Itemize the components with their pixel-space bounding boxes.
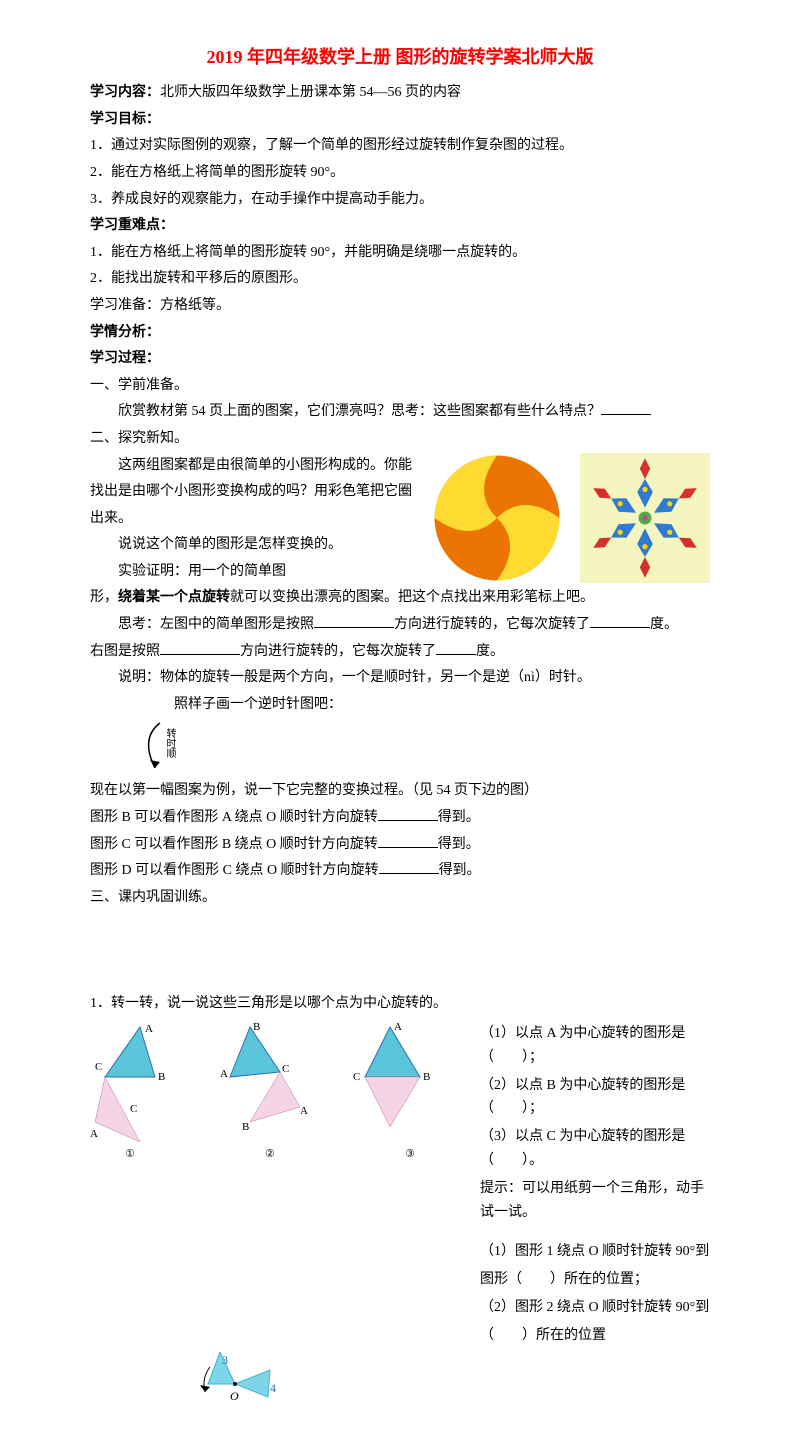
- study-content-label: 学习内容：: [90, 85, 160, 100]
- s2-p6: 说明：物体的旋转一般是两个方向，一个是顺时针，另一个是逆（nì）时针。: [90, 665, 710, 692]
- svg-text:A: A: [300, 1105, 308, 1117]
- study-goal-label: 学习目标：: [90, 107, 710, 134]
- goal-2: 2．能在方格纸上将简单的图形旋转 90°。: [90, 160, 710, 187]
- ex2-q1b: 图形（ ）所在的位置；: [480, 1268, 710, 1292]
- figures: [432, 453, 710, 583]
- blank: [379, 859, 439, 874]
- triangle-1-svg: A B C C A ①: [90, 1022, 200, 1172]
- figure-text: 这两组图案都是由很简单的小图形构成的。你能找出是由哪个小图形变换构成的吗？用彩色…: [90, 453, 422, 586]
- blank: [160, 640, 240, 655]
- triangle-3-svg: A C B ③: [350, 1022, 460, 1172]
- prep-line: 学习准备：方格纸等。: [90, 293, 710, 320]
- arrow-diagram: 转时顺: [130, 718, 710, 778]
- svg-text:B: B: [253, 1022, 260, 1033]
- section-3: 三、课内巩固训练。: [90, 885, 710, 912]
- spacer: [90, 911, 710, 991]
- prep-label: 学习准备：: [90, 298, 160, 313]
- study-hard-label: 学习重难点：: [90, 213, 710, 240]
- gap: [480, 1228, 710, 1236]
- triangle-1: A B C C A ①: [90, 1022, 210, 1352]
- pinwheel-icon: [432, 453, 562, 583]
- s1-body: 欣赏教材第 54 页上面的图案，它们漂亮吗？思考：这些图案都有些什么特点？: [90, 399, 710, 426]
- svg-text:C: C: [282, 1063, 289, 1075]
- study-content: 学习内容：北师大版四年级数学上册课本第 54—56 页的内容: [90, 80, 710, 107]
- study-content-value: 北师大版四年级数学上册课本第 54—56 页的内容: [160, 85, 461, 100]
- prep-value: 方格纸等。: [160, 298, 230, 313]
- s2-p1: 这两组图案都是由很简单的小图形构成的。你能找出是由哪个小图形变换构成的吗？用彩色…: [90, 453, 422, 533]
- s2-p7: 照样子画一个逆时针图吧：: [90, 692, 710, 719]
- process-label: 学习过程：: [90, 346, 710, 373]
- svg-text:A: A: [90, 1128, 98, 1140]
- svg-text:C: C: [353, 1071, 360, 1083]
- blank: [378, 833, 438, 848]
- svg-text:A: A: [220, 1068, 228, 1080]
- blank: [590, 613, 650, 628]
- s2-p4: 思考：左图中的简单图形是按照方向进行旋转的，它每次旋转了度。: [90, 612, 710, 639]
- page-title: 2019 年四年级数学上册 图形的旋转学案北师大版: [90, 40, 710, 74]
- svg-text:A: A: [145, 1023, 153, 1035]
- figure-row: 这两组图案都是由很简单的小图形构成的。你能找出是由哪个小图形变换构成的吗？用彩色…: [90, 453, 710, 586]
- triangle-2-svg: B C A A B ②: [220, 1022, 330, 1172]
- svg-text:B: B: [158, 1071, 165, 1083]
- snowflake-icon: [580, 453, 710, 583]
- s2-p2: 说说这个简单的图形是怎样变换的。: [90, 532, 422, 559]
- s2-l1: 图形 B 可以看作图形 A 绕点 O 顺时针方向旋转得到。: [90, 805, 710, 832]
- s2-l2: 图形 C 可以看作图形 B 绕点 O 顺时针方向旋转得到。: [90, 832, 710, 859]
- ex1-hint: 提示：可以用纸剪一个三角形，动手试一试。: [480, 1177, 710, 1225]
- s2-l3: 图形 D 可以看作图形 C 绕点 O 顺时针方向旋转得到。: [90, 858, 710, 885]
- svg-text:3: 3: [222, 1353, 228, 1367]
- ex2-q2a: （2）图形 2 绕点 O 顺时针旋转 90°到: [480, 1296, 710, 1320]
- svg-text:B: B: [423, 1071, 430, 1083]
- section-1: 一、学前准备。: [90, 373, 710, 400]
- ex1-q3: （3）以点 C 为中心旋转的图形是（ ）。: [480, 1125, 710, 1173]
- clockwise-label: 转时顺: [160, 728, 179, 758]
- blank: [601, 400, 651, 415]
- ex2-q1a: （1）图形 1 绕点 O 顺时针旋转 90°到: [480, 1240, 710, 1264]
- blank: [436, 640, 476, 655]
- hard-2: 2．能找出旋转和平移后的原图形。: [90, 266, 710, 293]
- goal-1: 1．通过对实际图例的观察，了解一个简单的图形经过旋转制作复杂图的过程。: [90, 133, 710, 160]
- goal-3: 3．养成良好的观察能力，在动手操作中提高动手能力。: [90, 187, 710, 214]
- svg-text:O: O: [230, 1389, 239, 1403]
- s2-p3b: 形，绕着某一个点旋转就可以变换出漂亮的图案。把这个点找出来用彩笔标上吧。: [90, 585, 710, 612]
- blank: [314, 613, 394, 628]
- svg-text:B: B: [242, 1121, 249, 1133]
- s2-p8: 现在以第一幅图案为例，说一下它完整的变换过程。（见 54 页下边的图）: [90, 778, 710, 805]
- svg-text:②: ②: [265, 1148, 275, 1160]
- section-2: 二、探究新知。: [90, 426, 710, 453]
- blank: [378, 806, 438, 821]
- ex1: 1．转一转，说一说这些三角形是以哪个点为中心旋转的。: [90, 991, 710, 1018]
- svg-text:4: 4: [270, 1381, 276, 1395]
- triangle-exercise: A B C C A ① B C A A B ②: [90, 1022, 710, 1352]
- svg-text:③: ③: [405, 1148, 415, 1160]
- situation-label: 学情分析：: [90, 320, 710, 347]
- svg-text:A: A: [394, 1022, 402, 1033]
- svg-text:①: ①: [125, 1148, 135, 1160]
- ex2-q2b: （ ）所在的位置: [480, 1324, 710, 1348]
- triangle-2: B C A A B ②: [220, 1022, 340, 1352]
- document-page: 2019 年四年级数学上册 图形的旋转学案北师大版 学习内容：北师大版四年级数学…: [0, 0, 800, 1432]
- s2-p3a: 实验证明：用一个的简单图: [90, 559, 422, 586]
- s2-p5: 右图是按照方向进行旋转的，它每次旋转了度。: [90, 639, 710, 666]
- ex1-q1: （1）以点 A 为中心旋转的图形是（ ）；: [480, 1022, 710, 1070]
- triangle-3: A C B ③: [350, 1022, 470, 1352]
- triangle-questions: （1）以点 A 为中心旋转的图形是（ ）； （2）以点 B 为中心旋转的图形是（…: [480, 1022, 710, 1352]
- ex1-q2: （2）以点 B 为中心旋转的图形是（ ）；: [480, 1074, 710, 1122]
- svg-text:C: C: [95, 1061, 102, 1073]
- svg-text:C: C: [130, 1103, 137, 1115]
- star-diagram: 3 4 O: [150, 1352, 320, 1412]
- hard-1: 1．能在方格纸上将简单的图形旋转 90°，并能明确是绕哪一点旋转的。: [90, 240, 710, 267]
